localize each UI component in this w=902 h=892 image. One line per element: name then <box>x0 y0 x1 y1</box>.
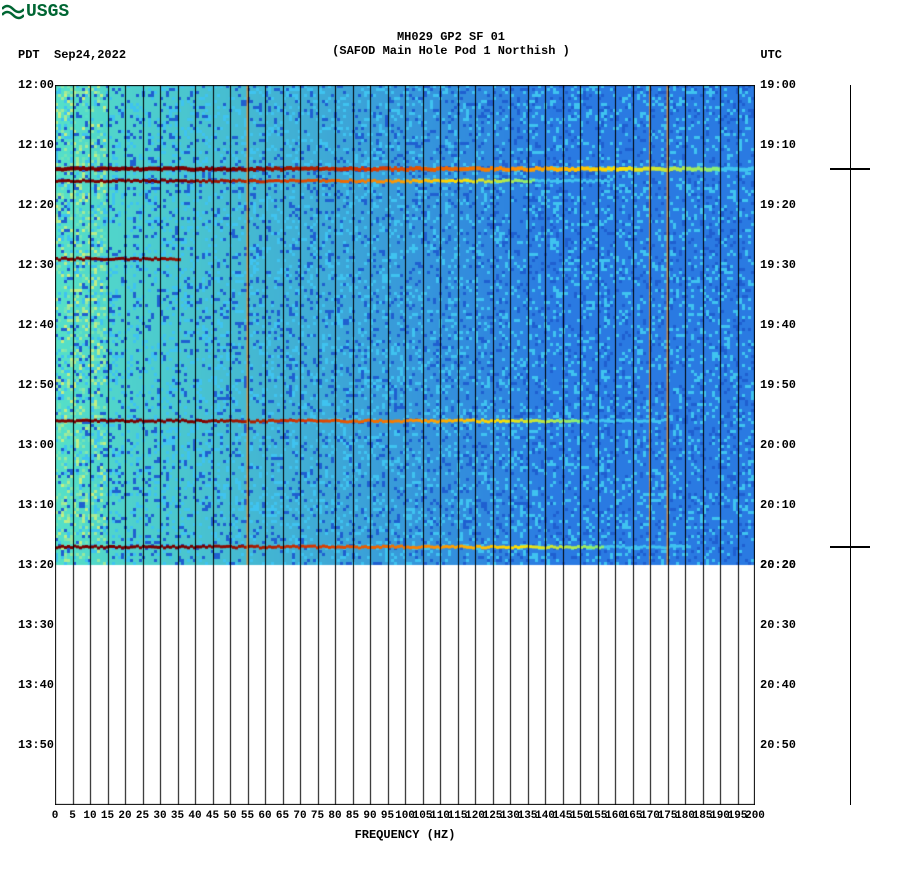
right-time-tick: 20:00 <box>760 439 810 451</box>
frequency-tick: 10 <box>83 810 96 822</box>
left-time-tick: 12:20 <box>10 199 54 211</box>
frequency-tick: 65 <box>276 810 289 822</box>
left-time-tick: 12:00 <box>10 79 54 91</box>
event-marker <box>830 168 870 170</box>
frequency-tick: 50 <box>223 810 236 822</box>
frequency-tick: 55 <box>241 810 254 822</box>
frequency-tick: 25 <box>136 810 149 822</box>
date-text: Sep24,2022 <box>54 48 126 62</box>
frequency-tick: 40 <box>188 810 201 822</box>
right-time-tick: 19:00 <box>760 79 810 91</box>
frequency-tick: 15 <box>101 810 114 822</box>
left-time-tick: 13:30 <box>10 619 54 631</box>
frequency-tick: 30 <box>153 810 166 822</box>
spectrogram-canvas <box>55 85 755 805</box>
left-time-axis: 12:0012:1012:2012:3012:4012:5013:0013:10… <box>10 85 54 805</box>
event-marker <box>830 546 870 548</box>
left-timezone-label: PDT Sep24,2022 <box>18 48 126 62</box>
left-time-tick: 12:40 <box>10 319 54 331</box>
right-time-tick: 19:50 <box>760 379 810 391</box>
frequency-tick: 85 <box>346 810 359 822</box>
right-time-tick: 20:50 <box>760 739 810 751</box>
frequency-tick: 80 <box>328 810 341 822</box>
right-time-tick: 20:20 <box>760 559 810 571</box>
usgs-wave-icon <box>2 3 24 21</box>
left-time-tick: 12:50 <box>10 379 54 391</box>
frequency-tick: 200 <box>745 810 765 822</box>
spectrogram-plot <box>55 85 755 805</box>
frequency-axis-ticks: 0510152025303540455055606570758085909510… <box>55 810 755 830</box>
usgs-logo: USGS <box>2 2 69 22</box>
frequency-tick: 60 <box>258 810 271 822</box>
left-time-tick: 12:30 <box>10 259 54 271</box>
frequency-tick: 35 <box>171 810 184 822</box>
frequency-tick: 20 <box>118 810 131 822</box>
left-time-tick: 12:10 <box>10 139 54 151</box>
right-time-tick: 19:10 <box>760 139 810 151</box>
pdt-text: PDT <box>18 48 40 62</box>
right-time-tick: 20:40 <box>760 679 810 691</box>
left-time-tick: 13:40 <box>10 679 54 691</box>
event-rail <box>850 85 851 805</box>
right-time-tick: 20:30 <box>760 619 810 631</box>
frequency-tick: 5 <box>69 810 76 822</box>
right-time-tick: 19:40 <box>760 319 810 331</box>
right-time-tick: 20:10 <box>760 499 810 511</box>
right-time-tick: 19:20 <box>760 199 810 211</box>
left-time-tick: 13:10 <box>10 499 54 511</box>
right-time-axis: 19:0019:1019:2019:3019:4019:5020:0020:10… <box>760 85 810 805</box>
left-time-tick: 13:00 <box>10 439 54 451</box>
left-time-tick: 13:20 <box>10 559 54 571</box>
frequency-tick: 90 <box>363 810 376 822</box>
frequency-tick: 70 <box>293 810 306 822</box>
frequency-axis-title: FREQUENCY (HZ) <box>55 828 755 842</box>
left-time-tick: 13:50 <box>10 739 54 751</box>
right-timezone-label: UTC <box>760 48 782 62</box>
right-time-tick: 19:30 <box>760 259 810 271</box>
chart-title: MH029 GP2 SF 01 <box>0 30 902 44</box>
frequency-tick: 75 <box>311 810 324 822</box>
frequency-tick: 0 <box>52 810 59 822</box>
frequency-tick: 45 <box>206 810 219 822</box>
usgs-logo-text: USGS <box>26 2 69 22</box>
frequency-tick: 95 <box>381 810 394 822</box>
